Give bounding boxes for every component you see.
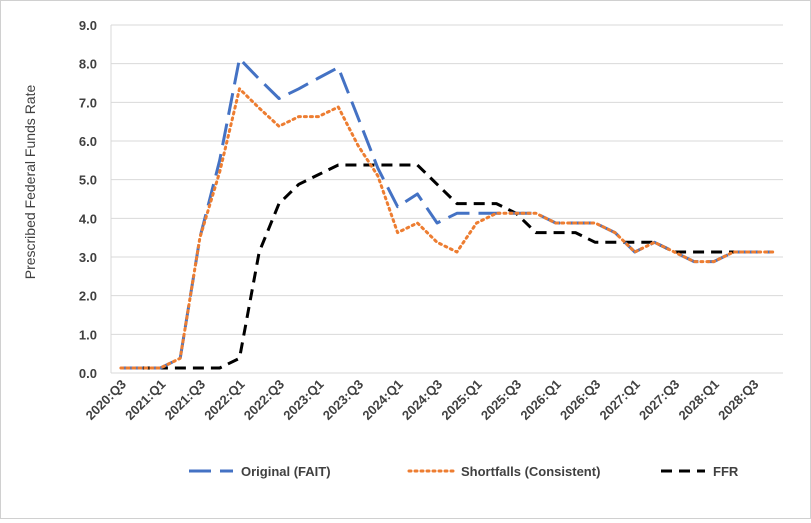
x-tick-label: 2025:Q3 [478,377,524,423]
legend-label: Original (FAIT) [241,464,331,479]
y-tick-label: 6.0 [79,134,97,149]
y-axis-label: Prescribed Federal Funds Rate [22,85,38,280]
x-tick-label: 2024:Q3 [399,377,445,423]
series-line-shortfalls-consistent [119,87,775,370]
x-tick-label: 2022:Q3 [241,377,287,423]
x-tick-label: 2021:Q1 [122,377,168,423]
series-line-ffr [120,163,774,370]
x-tick-label: 2021:Q3 [162,377,208,423]
x-tick-label: 2028:Q1 [676,377,722,423]
y-tick-label: 4.0 [79,211,97,226]
x-tick-label: 2025:Q1 [438,377,484,423]
y-tick-label: 8.0 [79,57,97,72]
y-tick-label: 5.0 [79,173,97,188]
y-tick-label: 7.0 [79,95,97,110]
legend-label: Shortfalls (Consistent) [461,464,600,479]
legend: Original (FAIT) Shortfalls (Consistent) FF… [189,464,739,479]
y-axis-ticks: 0.0 1.0 2.0 3.0 4.0 5.0 6.0 7.0 8.0 9.0 [79,18,97,381]
y-tick-label: 0.0 [79,366,97,381]
x-tick-label: 2020:Q3 [83,377,129,423]
series-lines [119,57,775,370]
y-tick-label: 1.0 [79,327,97,342]
x-tick-label: 2028:Q3 [715,377,761,423]
y-tick-label: 2.0 [79,289,97,304]
x-tick-label: 2022:Q1 [201,377,247,423]
x-tick-label: 2027:Q1 [597,377,643,423]
legend-label: FFR [713,464,739,479]
series-line-original-fait [120,57,774,370]
x-tick-label: 2024:Q1 [359,377,405,423]
x-axis-ticks: 2020:Q32021:Q12021:Q32022:Q12022:Q32023:… [83,377,762,423]
y-tick-label: 9.0 [79,18,97,33]
x-tick-label: 2023:Q3 [320,377,366,423]
x-tick-label: 2026:Q1 [517,377,563,423]
x-tick-label: 2023:Q1 [280,377,326,423]
x-tick-label: 2026:Q3 [557,377,603,423]
y-tick-label: 3.0 [79,250,97,265]
x-tick-label: 2027:Q3 [636,377,682,423]
